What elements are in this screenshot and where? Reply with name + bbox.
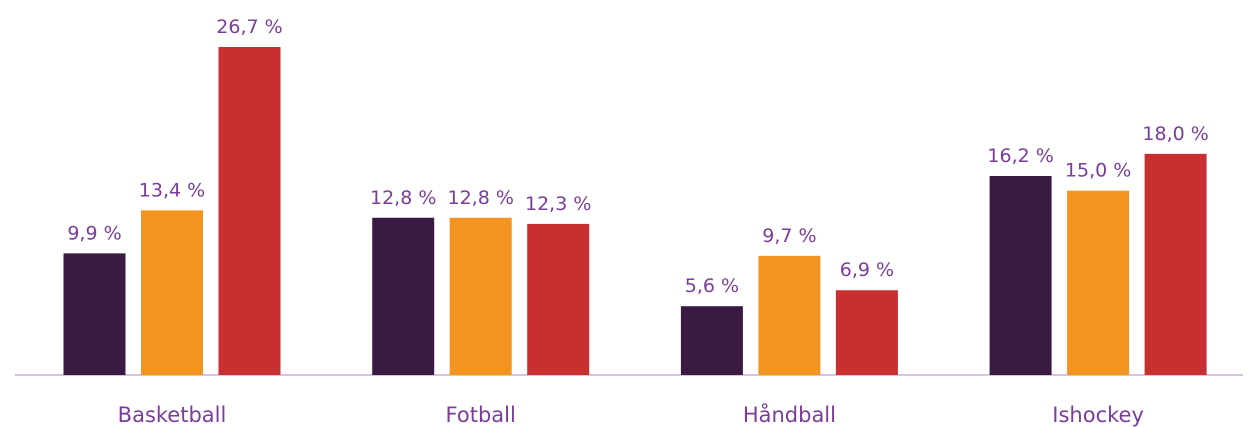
bar (1144, 153, 1207, 375)
x-tick-label: Basketball (118, 403, 227, 427)
x-tick-label: Håndball (743, 402, 836, 427)
bar (527, 223, 590, 375)
value-label: 6,9 % (840, 259, 894, 281)
x-tick-label: Ishockey (1052, 403, 1144, 427)
value-label: 9,9 % (67, 222, 121, 244)
value-label: 5,6 % (685, 275, 739, 297)
value-label: 26,7 % (216, 16, 282, 38)
bar (372, 217, 435, 375)
bar (680, 306, 743, 375)
bar (218, 47, 281, 375)
bar (449, 217, 512, 375)
bar (1067, 190, 1130, 375)
value-label: 16,2 % (987, 145, 1053, 167)
bar (141, 210, 203, 375)
bar (758, 255, 821, 375)
value-label: 9,7 % (762, 225, 816, 247)
value-label: 12,8 % (447, 187, 513, 209)
bar (63, 253, 126, 375)
value-label: 18,0 % (1142, 123, 1208, 145)
value-label: 13,4 % (139, 179, 205, 201)
value-label: 12,3 % (525, 193, 591, 215)
bar (989, 175, 1052, 375)
value-label: 15,0 % (1065, 160, 1131, 182)
value-label: 12,8 % (370, 187, 436, 209)
bar (835, 290, 898, 375)
x-tick-label: Fotball (446, 403, 516, 427)
